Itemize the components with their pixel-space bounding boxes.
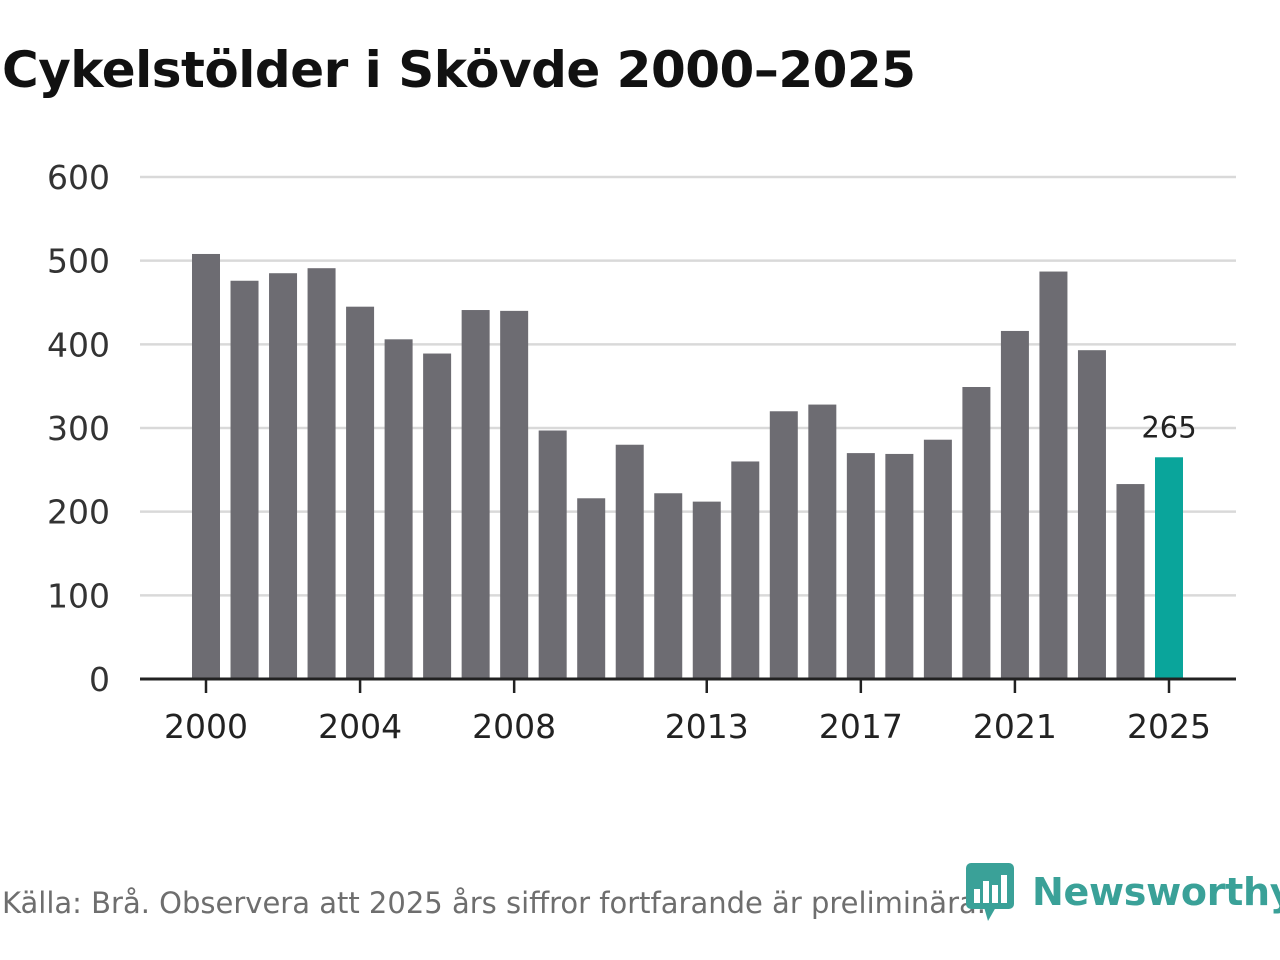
bar-2016 (808, 404, 837, 679)
x-tick-label: 2004 (318, 707, 402, 746)
bar-2007 (461, 310, 490, 679)
y-tick-label: 300 (47, 409, 110, 448)
bar-2020 (962, 387, 991, 679)
newsworthy-logo: Newsworthy (966, 862, 1280, 922)
bar-2009 (538, 430, 567, 679)
bar-2025 (1155, 457, 1183, 679)
bar-2004 (346, 306, 375, 679)
x-tick-label: 2021 (973, 707, 1057, 746)
y-tick-label: 200 (47, 493, 110, 532)
x-tick-label: 2017 (819, 707, 903, 746)
y-tick-label: 600 (47, 158, 110, 197)
x-tick-label: 2013 (665, 707, 749, 746)
bar-2010 (577, 498, 606, 679)
bar-2005 (384, 339, 413, 679)
newsworthy-logo-icon (966, 863, 1014, 921)
bar-2014 (731, 461, 760, 679)
bar-2012 (654, 493, 683, 679)
source-note: Källa: Brå. Observera att 2025 års siffr… (2, 886, 986, 920)
bar-2008 (500, 310, 529, 679)
brand-name: Newsworthy (1032, 870, 1280, 914)
bar-2013 (692, 501, 721, 679)
bar-2024 (1116, 484, 1145, 679)
bars (192, 253, 1183, 679)
bar-2003 (307, 268, 336, 679)
data-label: 265 (1141, 410, 1196, 444)
chart-title: Cykelstölder i Skövde 2000–2025 (2, 41, 916, 99)
axes (140, 677, 1236, 693)
y-tick-label: 400 (47, 325, 110, 364)
y-tick-label: 100 (47, 576, 110, 615)
bar-2021 (1000, 330, 1029, 679)
x-tick-label: 2000 (164, 707, 248, 746)
tick-labels: 0 100 200 300 400 500 600 2000 2004 2008 2013 2017 2… (47, 158, 1211, 746)
bar-2023 (1077, 350, 1106, 679)
bar-2000 (192, 253, 220, 679)
bar-2015 (769, 411, 798, 679)
bar-2022 (1039, 271, 1068, 679)
bar-2011 (615, 444, 644, 679)
bar-2019 (923, 439, 952, 679)
bar-2002 (269, 273, 298, 679)
bar-2001 (230, 280, 259, 679)
grid-lines (140, 175, 1236, 597)
bar-2017 (846, 453, 875, 679)
y-tick-label: 0 (89, 660, 110, 699)
bar-2006 (423, 353, 452, 679)
bar-2018 (885, 453, 914, 679)
x-tick-label: 2008 (472, 707, 556, 746)
x-tick-label: 2025 (1127, 707, 1211, 746)
y-tick-label: 500 (47, 242, 110, 281)
